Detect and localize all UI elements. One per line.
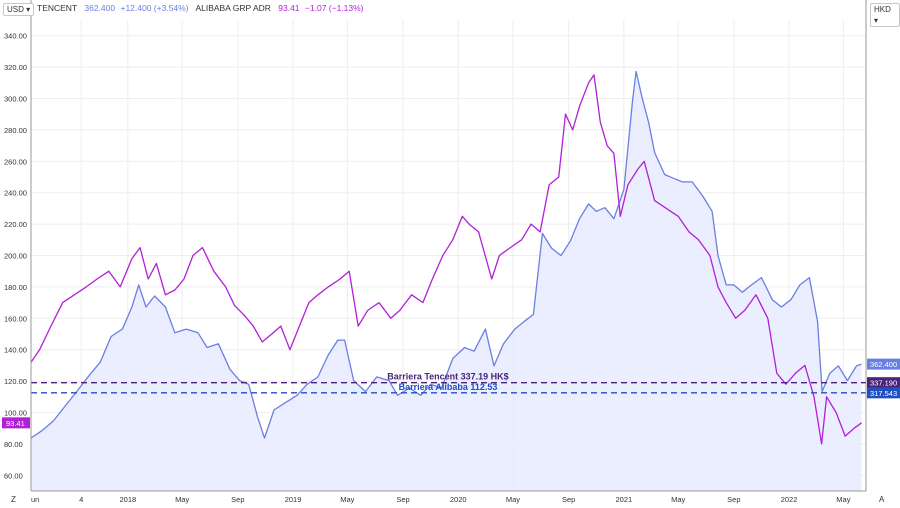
left-axis-tick-label: 200.00: [4, 252, 27, 261]
barrier-tencent-tag-background: [867, 377, 900, 389]
chevron-down-icon: ▾: [874, 16, 879, 25]
time-axis-tick-label: Sep: [727, 495, 740, 504]
barrier-alibaba-tag-background: [867, 387, 900, 399]
left-axis-tick-label: 160.00: [4, 314, 27, 323]
time-axis-tick-label: May: [506, 495, 520, 504]
auto-scale-button[interactable]: A: [879, 495, 885, 504]
left-currency-button[interactable]: USD ▾: [3, 3, 35, 16]
alibaba-tag-text: 93.41: [6, 419, 25, 428]
barrier-alibaba-price-tag: 317.543: [867, 387, 900, 399]
left-axis-tick-label: 180.00: [4, 283, 27, 292]
time-axis-tick-label: May: [671, 495, 685, 504]
svg-text:TENCENT 362.400 +12.40: TENCENT 362.400 +12.400 (+3.54%) ALIBABA…: [37, 3, 364, 13]
left-price-axis[interactable]: 60.00 80.00 100.00 120.00 140.00 160.00 180.00…: [4, 0, 32, 491]
time-axis-tick-label: May: [836, 495, 850, 504]
left-axis-tick-label: 80.00: [4, 440, 23, 449]
tencent-tag-background: [867, 358, 900, 370]
tencent-area: [31, 71, 862, 491]
time-axis-tick-label: 2022: [781, 495, 798, 504]
time-axis-tick-label: 2019: [285, 495, 302, 504]
time-axis[interactable]: un 4 2018 May Sep 2019 May Sep 2020 May Sep 2021 May…: [31, 490, 866, 504]
barrier-tencent-price-tag: 337.190: [867, 377, 900, 389]
legend-tencent-value: 362.400: [84, 3, 115, 13]
time-axis-tick-label: Sep: [231, 495, 244, 504]
legend-alibaba-name: ALIBABA GRP ADR: [195, 3, 270, 13]
chevron-down-icon: ▾: [26, 5, 31, 14]
right-currency-label: HKD: [874, 5, 891, 14]
tencent-last-price-tag: 362.400: [867, 358, 900, 370]
barrier-tencent-tag-text: 337.190: [870, 379, 897, 388]
left-axis-tick-label: 280.00: [4, 126, 27, 135]
left-currency-label: USD: [7, 5, 24, 14]
left-axis-tick-label: 300.00: [4, 95, 27, 104]
tencent-line[interactable]: [30, 70, 862, 439]
left-axis-tick-label: 60.00: [4, 471, 23, 480]
tencent-tag-text: 362.400: [870, 360, 897, 369]
left-axis-tick-label: 320.00: [4, 63, 27, 72]
left-axis-tick-label: 220.00: [4, 220, 27, 229]
left-scale-button[interactable]: Z: [11, 495, 16, 504]
time-axis-tick-label: Sep: [562, 495, 575, 504]
barrier-alibaba-tag-text: 317.543: [870, 389, 897, 398]
alibaba-line[interactable]: [30, 74, 862, 445]
time-axis-tick-label: 2018: [120, 495, 137, 504]
barrier-tencent-label: Barriera Tencent 337.19 HK$: [387, 372, 508, 382]
left-axis-tick-label: 120.00: [4, 377, 27, 386]
time-axis-tick-label: May: [175, 495, 189, 504]
left-axis-tick-label: 240.00: [4, 189, 27, 198]
series-layer: [30, 70, 862, 491]
time-axis-tick-label: 4: [79, 495, 83, 504]
legend-alibaba-change: −1.07 (−1.13%): [305, 3, 364, 13]
time-axis-tick-label: May: [340, 495, 354, 504]
right-currency-button[interactable]: HKD ▾: [870, 3, 900, 27]
barrier-layer: Barriera Tencent 337.19 HK$Barriera Alib…: [31, 372, 866, 394]
right-price-axis[interactable]: 200,000225,000250,000275,000300,000325,0…: [865, 0, 898, 491]
alibaba-last-price-tag: 93.41: [2, 417, 30, 429]
left-axis-tick-label: 260.00: [4, 157, 27, 166]
time-axis-tick-label: 2021: [616, 495, 633, 504]
time-axis-tick-label: 2020: [450, 495, 467, 504]
left-axis-tick-label: 140.00: [4, 346, 27, 355]
left-axis-tick-label: 340.00: [4, 32, 27, 41]
legend-tencent-change: +12.400 (+3.54%): [120, 3, 188, 13]
time-axis-tick-label: Sep: [396, 495, 409, 504]
legend-tencent-name: TENCENT: [37, 3, 77, 13]
barrier-alibaba-label: Barriera Alibaba 112.53: [399, 382, 498, 392]
legend-alibaba-value: 93.41: [278, 3, 300, 13]
left-axis-tick-label: 100.00: [4, 409, 27, 418]
alibaba-tag-background: [2, 417, 30, 429]
time-axis-tick-label: un: [31, 495, 39, 504]
